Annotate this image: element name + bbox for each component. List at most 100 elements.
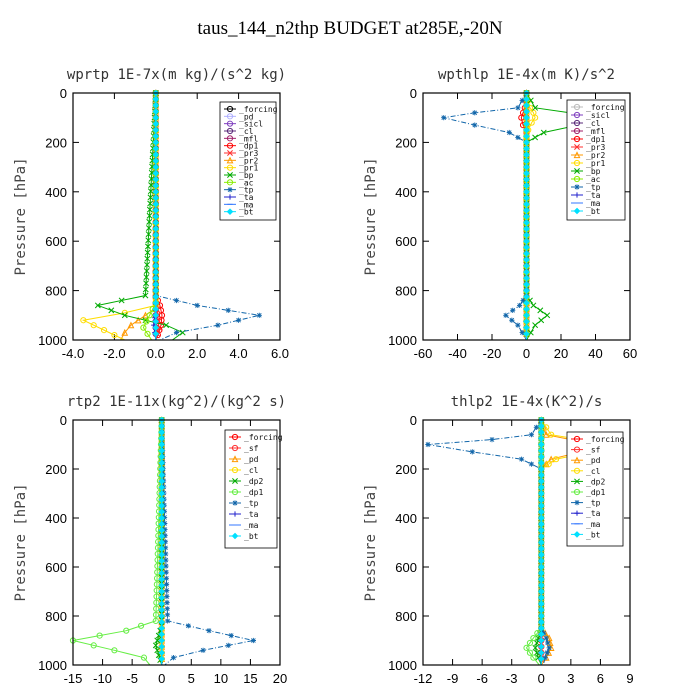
series-point bbox=[152, 157, 160, 165]
legend-marker bbox=[231, 532, 239, 540]
series-point bbox=[152, 318, 160, 325]
chart-panel-4: thlp2 1E-4x(K^2)/s Pressure [hPa] -12 -9 -6 -… bbox=[363, 394, 634, 686]
series-point bbox=[537, 649, 545, 657]
legend-entry: _forcing bbox=[244, 433, 283, 442]
series-point bbox=[173, 297, 180, 304]
series-point bbox=[537, 477, 545, 485]
legend-entry: _mfl bbox=[586, 127, 605, 136]
x-tick-label: 60 bbox=[623, 346, 637, 361]
series-point bbox=[547, 455, 555, 463]
y-tick-label: 1000 bbox=[38, 333, 67, 348]
legend-marker bbox=[226, 208, 234, 215]
series-point bbox=[158, 557, 166, 565]
series-point bbox=[236, 317, 242, 323]
series-point bbox=[537, 594, 545, 601]
legend-entry: _sicl bbox=[239, 120, 263, 129]
series-point bbox=[158, 447, 166, 454]
series-point bbox=[537, 453, 545, 461]
series-point bbox=[533, 649, 540, 656]
legend-marker bbox=[226, 135, 234, 142]
series-point bbox=[170, 655, 177, 661]
legend: _forcing _sf_pd _cl_dp2 _dp1 _tp_ta _ma_bt bbox=[566, 431, 625, 547]
chart-panel-1: wprtp 1E-7x(m kg)/(s^2 kg) Pressure [hPa]… bbox=[13, 67, 289, 361]
legend-marker bbox=[231, 488, 239, 496]
series-point bbox=[163, 569, 169, 575]
series-point bbox=[528, 432, 535, 438]
series-point bbox=[158, 441, 166, 448]
series-point bbox=[158, 551, 166, 559]
legend-marker bbox=[574, 510, 580, 516]
series-point bbox=[523, 231, 530, 239]
series-point bbox=[143, 318, 150, 325]
x-tick-label: 0 bbox=[538, 671, 545, 686]
series-point bbox=[523, 262, 530, 270]
series-point bbox=[147, 194, 154, 201]
series-point bbox=[162, 520, 168, 527]
series-point bbox=[523, 244, 530, 251]
series-point bbox=[523, 219, 530, 226]
series-point bbox=[537, 612, 545, 620]
legend-marker bbox=[573, 531, 581, 538]
legend-entry: _pd bbox=[239, 112, 254, 121]
legend-marker bbox=[574, 168, 580, 174]
series-point bbox=[96, 632, 103, 639]
series-point bbox=[541, 630, 547, 636]
series-point bbox=[185, 623, 191, 629]
series-point bbox=[520, 297, 526, 304]
legend-marker bbox=[231, 444, 239, 452]
series-point bbox=[523, 145, 530, 152]
legend-entry: _cl bbox=[244, 466, 259, 475]
series-point bbox=[158, 490, 166, 497]
series-point bbox=[152, 139, 160, 146]
legend-entry: _dp2 bbox=[586, 477, 605, 486]
series-point bbox=[537, 465, 545, 473]
y-tick-label: 200 bbox=[45, 135, 67, 150]
legend-marker bbox=[574, 184, 580, 190]
legend-entry: _tp bbox=[586, 183, 601, 192]
series-point bbox=[537, 618, 545, 626]
series-point bbox=[80, 317, 87, 324]
series-point bbox=[144, 261, 150, 268]
y-tick-label: 1000 bbox=[388, 658, 417, 673]
series-point bbox=[158, 655, 166, 663]
legend-entry: _pr2 bbox=[239, 156, 258, 165]
series-point bbox=[509, 317, 515, 323]
legend-entry: _ta bbox=[586, 191, 601, 200]
series-point bbox=[152, 311, 160, 319]
legend-marker bbox=[573, 135, 581, 143]
series-tp bbox=[441, 90, 530, 341]
series-point bbox=[225, 307, 231, 313]
legend-marker bbox=[226, 127, 234, 135]
legend-marker bbox=[226, 105, 234, 113]
series-point bbox=[145, 237, 152, 244]
series-point bbox=[158, 618, 166, 626]
x-tick-label: 6.0 bbox=[271, 346, 289, 361]
series-point bbox=[152, 237, 160, 245]
series-point bbox=[206, 628, 212, 634]
series-point bbox=[517, 302, 523, 309]
series-point bbox=[158, 477, 166, 485]
series-point bbox=[158, 428, 166, 436]
x-tick-label: 0 bbox=[523, 346, 530, 361]
series-point bbox=[523, 182, 530, 189]
series-point bbox=[173, 329, 180, 336]
series-point bbox=[537, 508, 545, 516]
legend-marker bbox=[232, 478, 238, 484]
series-point bbox=[523, 114, 530, 122]
series-point bbox=[538, 317, 545, 324]
legend-entry: _pr3 bbox=[586, 143, 605, 152]
series-point bbox=[537, 514, 545, 522]
series-point bbox=[552, 456, 560, 463]
series-point bbox=[515, 105, 521, 111]
series-line bbox=[443, 92, 527, 341]
series-point bbox=[537, 471, 545, 479]
series-point bbox=[152, 95, 160, 103]
series-point bbox=[510, 307, 516, 313]
series-point bbox=[523, 95, 530, 103]
series-point bbox=[146, 212, 153, 219]
series-point bbox=[537, 422, 545, 430]
series-point bbox=[158, 588, 166, 595]
series-point bbox=[158, 453, 166, 461]
legend-marker bbox=[573, 207, 581, 215]
series-point bbox=[537, 459, 545, 467]
